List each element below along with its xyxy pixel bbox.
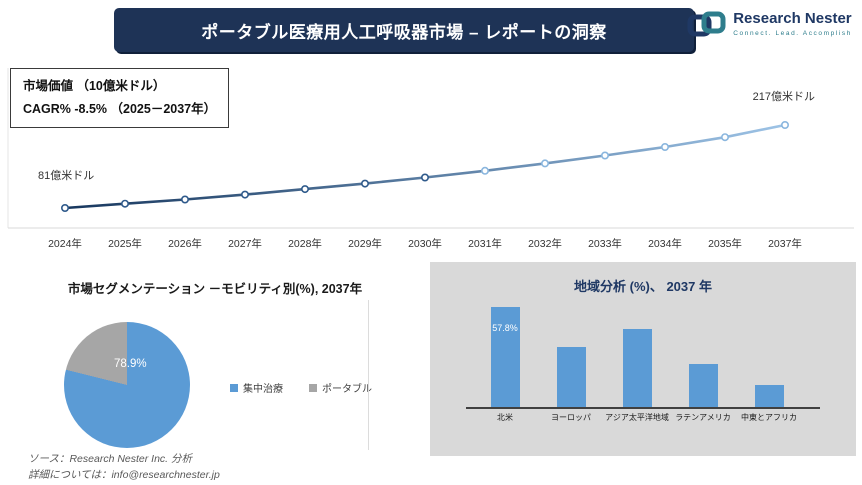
legend-item-portable: ポータブル	[309, 380, 372, 395]
x-axis-year-label: 2030年	[408, 238, 442, 250]
line-data-point	[600, 151, 609, 160]
market-value-info-box: 市場価値 （10億米ドル） CAGR% -8.5% （2025－2037年）	[10, 68, 230, 129]
legend-item-intensive-care: 集中治療	[230, 380, 283, 395]
x-axis-year-label: 2035年	[708, 238, 742, 250]
bar-column	[604, 329, 670, 407]
x-axis-year-label: 2033年	[588, 238, 622, 250]
bar-chart-title: 地域分析 (%)、 2037 年	[574, 279, 712, 294]
region-bar	[688, 363, 718, 407]
line-data-point	[241, 190, 250, 199]
bar-category-label: ヨーロッパ	[551, 413, 591, 422]
legend-label: 集中治療	[243, 384, 283, 395]
x-axis-year-labels: 2024年 2025年 2026年 2027年 2028年 2029年 2030年 2031年…	[35, 236, 815, 251]
bar-column	[670, 363, 736, 407]
x-axis-year-label: 2034年	[648, 238, 682, 250]
bar-column	[538, 346, 604, 407]
x-axis-year-label: 2027年	[228, 238, 262, 250]
brand-logo: Research Nester Connect. Lead. Accomplis…	[686, 8, 852, 40]
page-title: ポータブル医療用人工呼吸器市場 – レポートの洞察	[201, 22, 607, 42]
bar-category-label: 北米	[497, 413, 513, 422]
regional-analysis-panel: 地域分析 (%)、 2037 年 57.8% 北米 ヨーロッパ アジア太平洋地域 ラテ…	[430, 262, 856, 456]
logo-tagline: Connect. Lead. Accomplish	[733, 29, 852, 37]
mobility-pie-chart: 78.9%	[64, 322, 190, 448]
regional-bars: 57.8%	[472, 307, 802, 407]
line-data-point	[480, 166, 489, 175]
contact-line: 詳細については：info@researchnester.jp	[28, 469, 220, 482]
line-data-point	[300, 185, 309, 194]
market-value-line-chart	[7, 68, 854, 229]
source-line: ソース：Research Nester Inc. 分析	[28, 453, 193, 465]
legend-label: ポータブル	[322, 384, 372, 395]
line-data-point	[420, 173, 429, 182]
section-divider	[368, 300, 369, 450]
x-axis-year-label: 2024年	[48, 238, 82, 250]
line-data-point	[540, 159, 549, 168]
bar-column	[736, 384, 802, 407]
logo-brand-name: Research Nester	[733, 10, 852, 28]
bar-category-labels: 北米 ヨーロッパ アジア太平洋地域 ラテンアメリカ 中東とアフリカ	[472, 412, 802, 423]
region-bar: 57.8%	[490, 307, 520, 407]
line-data-point	[60, 204, 69, 213]
line-data-point	[780, 120, 789, 129]
x-axis-year-label: 2031年	[468, 238, 502, 250]
market-value-label: 市場価値 （10億米ドル）	[23, 79, 166, 93]
bar-x-axis-line	[466, 407, 820, 409]
bar-category-label: 中東とアフリカ	[741, 413, 797, 422]
line-data-point	[360, 179, 369, 188]
bar-column: 57.8%	[472, 307, 538, 407]
x-axis-year-label: 2029年	[348, 238, 382, 250]
region-bar	[754, 384, 784, 407]
line-start-value-label: 81億米ドル	[38, 170, 95, 182]
line-data-point	[660, 143, 669, 152]
x-axis-year-label: 2025年	[108, 238, 142, 250]
line-data-point	[121, 199, 130, 208]
bar-category-label: ラテンアメリカ	[675, 413, 731, 422]
pie-data-label: 78.9%	[114, 358, 147, 370]
pie-legend: 集中治療 ポータブル	[230, 380, 372, 395]
legend-swatch-blue	[230, 383, 238, 392]
line-data-point	[720, 133, 729, 142]
line-data-point	[181, 195, 190, 204]
x-axis-year-label: 2037年	[768, 238, 802, 250]
market-value-line	[64, 123, 786, 210]
legend-swatch-gray	[309, 383, 317, 392]
line-end-value-label: 217億米ドル	[752, 91, 815, 103]
pie-chart-title: 市場セグメンテーション －モビリティ別(%), 2037年	[67, 282, 363, 296]
region-bar	[556, 346, 586, 407]
bar-data-label: 57.8%	[492, 323, 518, 333]
header-banner: ポータブル医療用人工呼吸器市場 – レポートの洞察	[114, 8, 694, 52]
research-nester-logo-icon	[687, 11, 726, 37]
footer-source: ソース：Research Nester Inc. 分析 詳細については：info…	[28, 451, 220, 484]
cagr-label: CAGR% -8.5% （2025－2037年）	[23, 102, 217, 117]
x-axis-year-label: 2032年	[528, 238, 562, 250]
logo-text: Research Nester Connect. Lead. Accomplis…	[733, 11, 852, 37]
x-axis-year-label: 2028年	[288, 238, 322, 250]
x-axis-year-label: 2026年	[168, 238, 202, 250]
bar-category-label: アジア太平洋地域	[605, 413, 669, 422]
region-bar	[622, 329, 652, 407]
